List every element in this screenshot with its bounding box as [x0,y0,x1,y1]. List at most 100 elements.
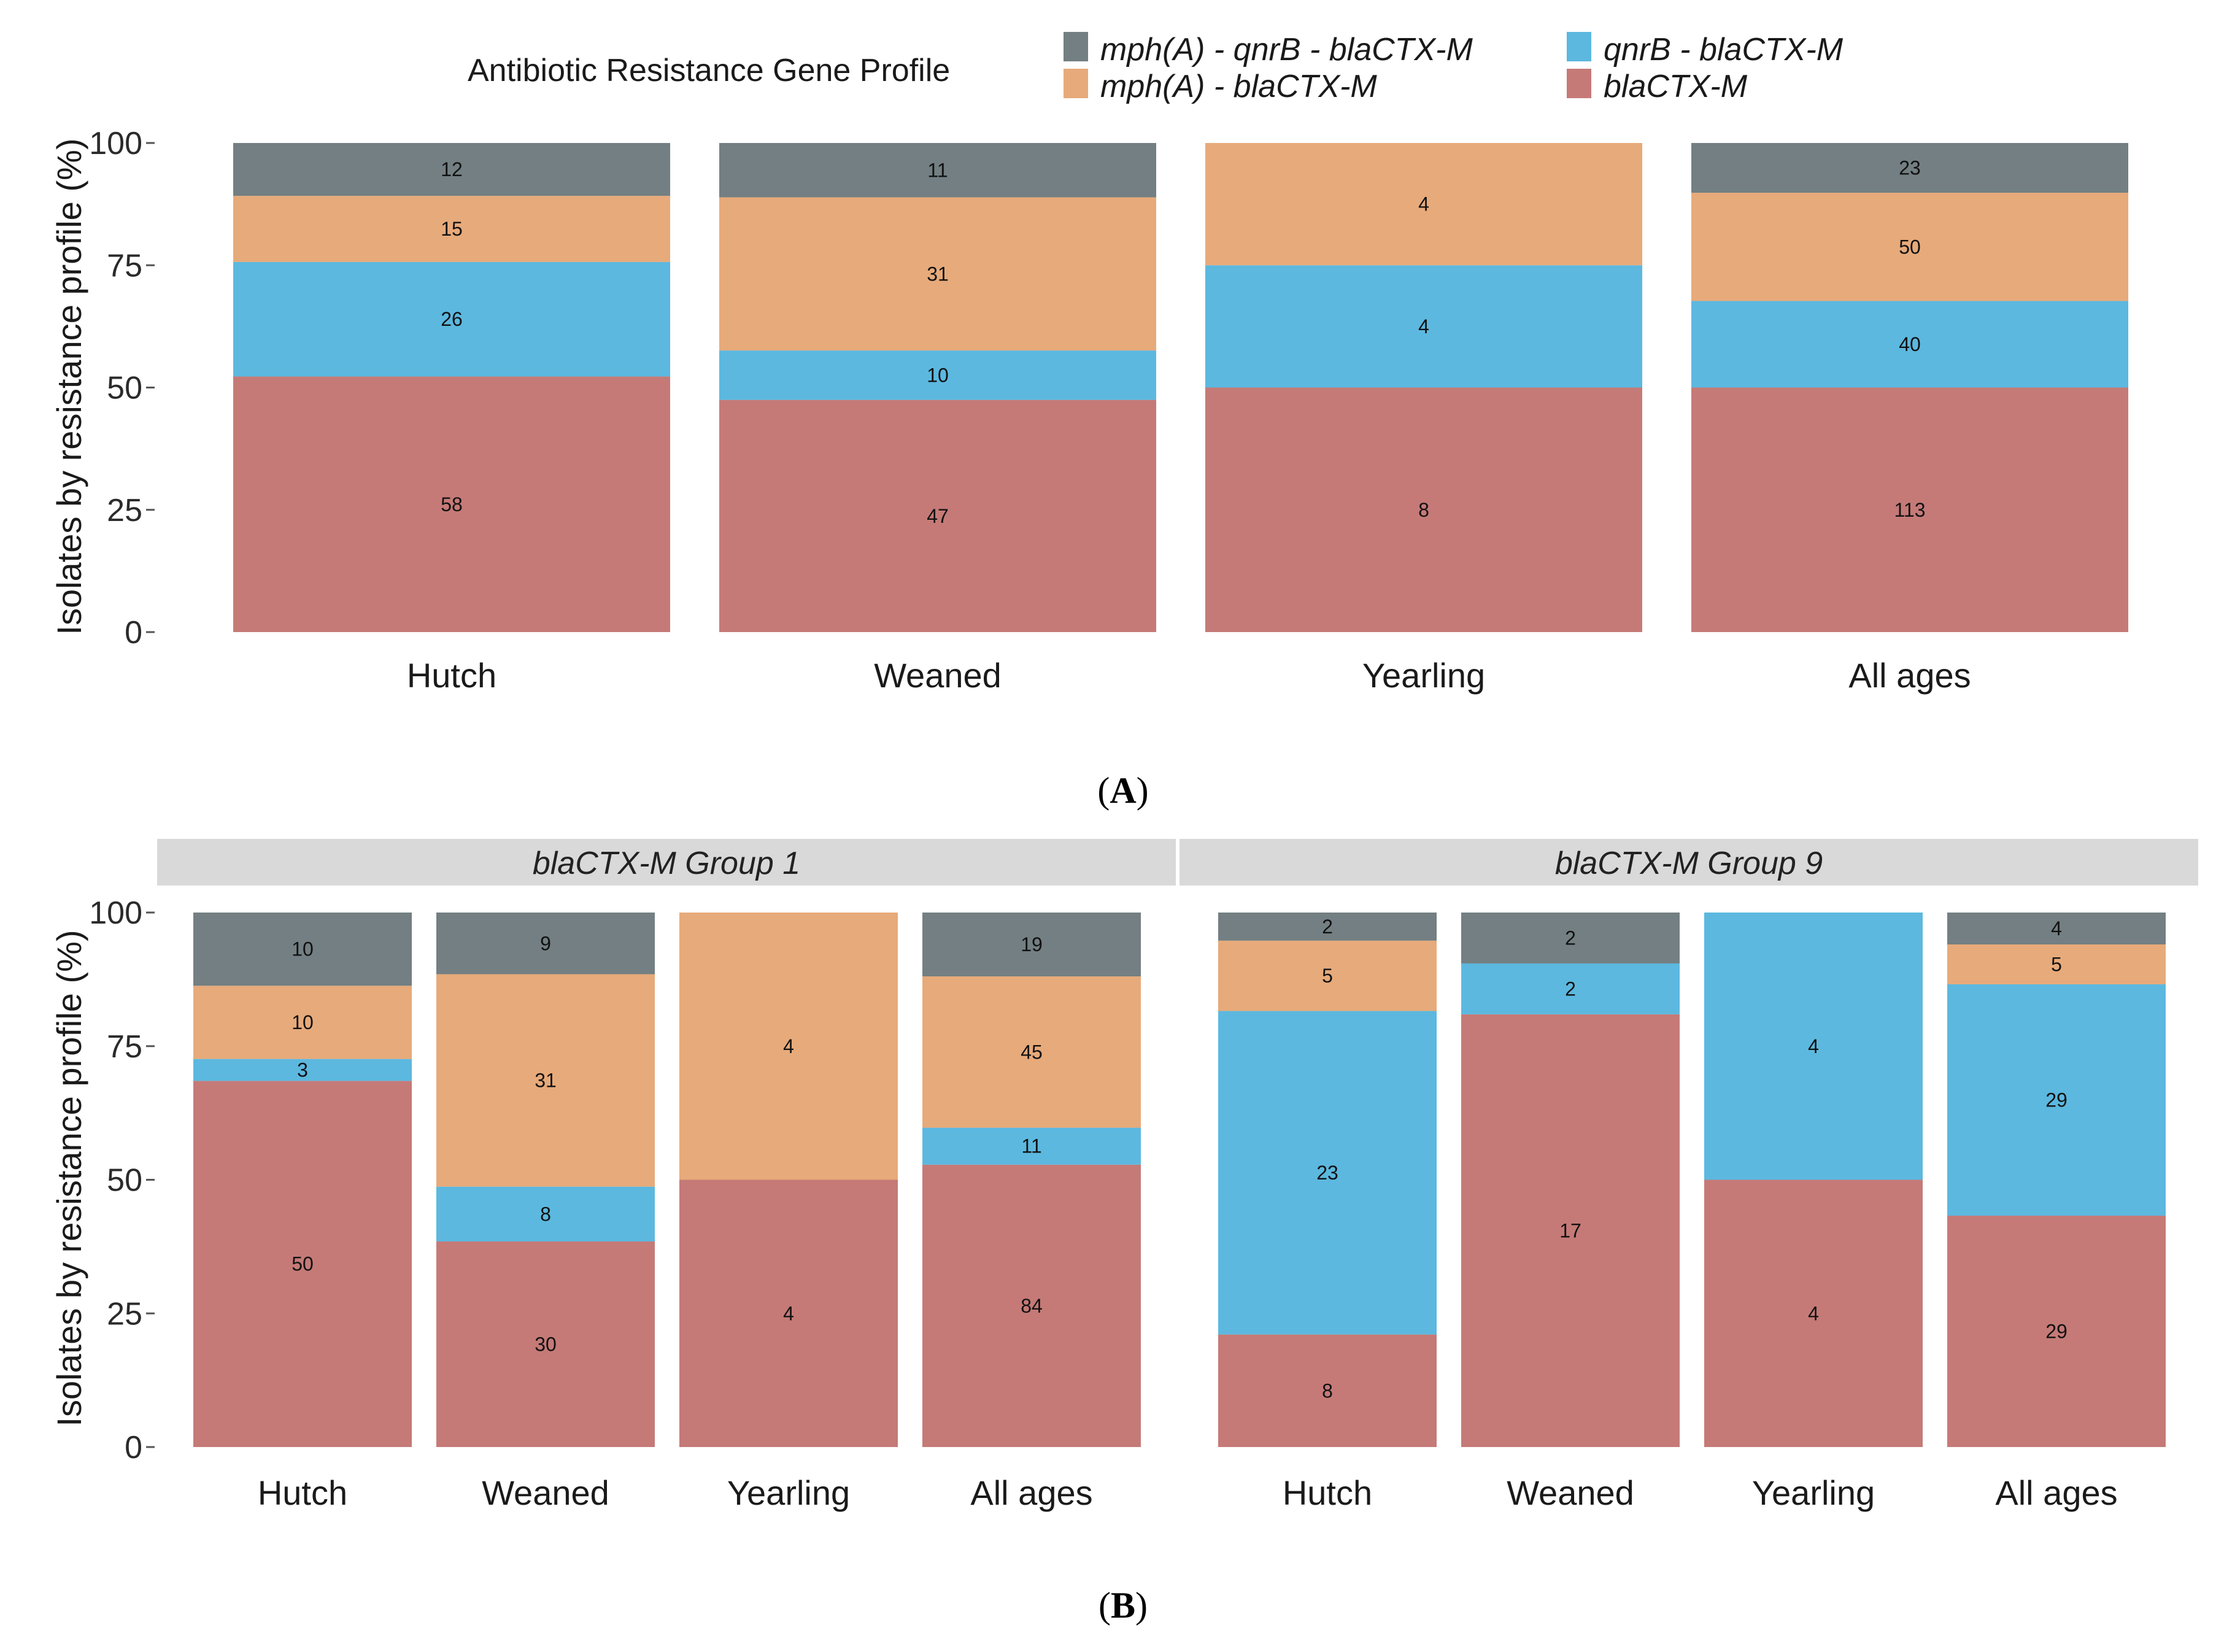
panel-a-bar-hutch-mph-a-blactx-m [233,196,670,262]
panel-a-data-label-weaned-mph-a-qnrb-blactx-m: 11 [927,159,948,181]
panel-b-group-1-bars: 50 3 10 10 Hutch 30 8 31 9 Weaned 4 4 Yearling 84 11 45… [193,913,1141,1512]
legend-swatch-mph-blactxm [1064,69,1088,98]
panel-b-group-1-bar-all-ages-mph-a-qnrb-blactx-m [922,913,1141,977]
legend-label-qnrb-blactxm: qnrB - blaCTX-M [1604,32,1844,68]
panel-b-group-9-category-label-yearling: Yearling [1752,1473,1875,1512]
panel-b-group-1-bar-yearling-blactx-m [679,1179,898,1447]
panel-a-bar-hutch-qnrb-blactx-m [233,261,670,377]
panel-b-y-axis: 0 25 50 75 100 [89,895,155,1465]
panel-b-group-1-data-label-weaned-mph-a-qnrb-blactx-m: 9 [540,932,551,954]
panel-b-y-tick-label-25: 25 [107,1296,142,1332]
panel-b-y-tick-label-75: 75 [107,1029,142,1065]
panel-b-group-1-data-label-all-ages-qnrb-blactx-m: 11 [1021,1135,1041,1157]
panel-b-group-9-bar-hutch-blactx-m [1218,1334,1437,1447]
legend: Antibiotic Resistance Gene Profile mph(A… [468,32,1844,104]
panel-a-y-tick-label-25: 25 [107,493,142,528]
panel-b-group-9-data-label-hutch-blactx-m: 8 [1322,1380,1333,1402]
panel-a-category-label-yearling: Yearling [1362,656,1485,695]
panel-b-group-1-data-label-weaned-qnrb-blactx-m: 8 [540,1203,551,1225]
panel-b-group-9-category-label-hutch: Hutch [1283,1473,1372,1512]
panel-a-bar-all-ages-mph-a-blactx-m [1691,193,2128,301]
panel-b-group-9-data-label-weaned-blactx-m: 17 [1559,1219,1581,1241]
panel-a-data-label-all-ages-mph-a-blactx-m: 50 [1899,236,1921,258]
panel-a-data-label-hutch-qnrb-blactx-m: 26 [441,308,463,330]
panel-b-group-1-bar-hutch-mph-a-qnrb-blactx-m [193,913,412,986]
panel-a-bar-weaned-mph-a-blactx-m [719,197,1156,351]
panel-a-data-label-yearling-qnrb-blactx-m: 4 [1418,315,1429,338]
panel-a-data-label-weaned-mph-a-blactx-m: 31 [927,263,949,285]
panel-b-group-9-bar-hutch-qnrb-blactx-m [1218,1011,1437,1335]
panel-a-data-label-hutch-mph-a-blactx-m: 15 [441,218,463,240]
panel-b-group-9-bar-weaned-mph-a-qnrb-blactx-m [1461,913,1680,963]
panel-a-data-label-all-ages-qnrb-blactx-m: 40 [1899,333,1921,355]
panel-b-group-1-bar-all-ages-mph-a-blactx-m [922,976,1141,1128]
legend-swatch-blactxm [1567,69,1591,98]
panel-b-group-9-bar-weaned-qnrb-blactx-m [1461,963,1680,1014]
panel-a-bar-all-ages-blactx-m [1691,387,2128,632]
panel-a-bar-yearling-qnrb-blactx-m [1205,265,1642,388]
panel-b-group-9-data-label-weaned-mph-a-qnrb-blactx-m: 2 [1565,927,1576,949]
panel-b-group-9-bar-yearling-qnrb-blactx-m [1704,913,1923,1180]
panel-b-group-9-data-label-hutch-qnrb-blactx-m: 23 [1316,1162,1338,1184]
legend-label-mph-blactxm: mph(A) - blaCTX-M [1100,69,1377,104]
panel-a-bar-weaned-qnrb-blactx-m [719,350,1156,400]
panel-a-data-label-hutch-mph-a-qnrb-blactx-m: 12 [441,158,463,180]
panel-a-y-tick-label-100: 100 [89,126,142,161]
panel-a-data-label-all-ages-blactx-m: 113 [1894,499,1925,521]
panel-a-y-tick-label-50: 50 [107,371,142,406]
panel-b-group-1-data-label-hutch-blactx-m: 50 [292,1253,314,1275]
panel-b-group-9-data-label-yearling-qnrb-blactx-m: 4 [1808,1035,1819,1057]
panel-a-bar-yearling-mph-a-blactx-m [1205,143,1642,266]
panel-b-group-9-data-label-all-ages-mph-a-qnrb-blactx-m: 4 [2051,917,2062,940]
panel-b-group-9-bar-all-ages-blactx-m [1947,1216,2166,1447]
panel-label-a: (A) [1097,770,1148,811]
panel-b-group-9-bar-hutch-mph-a-qnrb-blactx-m [1218,913,1437,941]
panel-a-data-label-weaned-qnrb-blactx-m: 10 [927,364,949,386]
panel-b-group-1-category-label-hutch: Hutch [258,1473,347,1512]
panel-b-group-1-bar-weaned-blactx-m [436,1241,655,1447]
panel-b-group-1-data-label-all-ages-blactx-m: 84 [1021,1295,1043,1317]
legend-label-blactxm: blaCTX-M [1604,69,1748,104]
facet-strip-group-9-label: blaCTX-M Group 9 [1555,846,1823,881]
panel-a-bar-weaned-blactx-m [719,399,1156,632]
panel-a-data-label-yearling-mph-a-blactx-m: 4 [1418,193,1429,215]
panel-b-y-tick-label-100: 100 [89,895,142,931]
panel-b-group-1-bar-all-ages-blactx-m [922,1164,1141,1447]
panel-b-group-1-data-label-hutch-qnrb-blactx-m: 3 [297,1059,308,1081]
panel-b-y-tick-label-0: 0 [125,1430,142,1465]
panel-b-group-9-data-label-yearling-blactx-m: 4 [1808,1302,1819,1324]
legend-swatch-qnrb-blactxm [1567,32,1591,61]
legend-swatch-mph-qnrb-blactxm [1064,32,1088,61]
panel-b-group-9-bar-hutch-mph-a-blactx-m [1218,940,1437,1011]
panel-b-group-1-bar-yearling-mph-a-blactx-m [679,913,898,1180]
panel-b-group-1-data-label-weaned-blactx-m: 30 [535,1334,557,1356]
panel-a-category-label-hutch: Hutch [407,656,496,695]
panel-b-group-1-bar-weaned-mph-a-blactx-m [436,974,655,1187]
panel-b-group-1-bar-all-ages-qnrb-blactx-m [922,1127,1141,1165]
panel-b-group-1-bar-weaned-mph-a-qnrb-blactx-m [436,913,655,975]
panel-b-group-9-bar-all-ages-mph-a-blactx-m [1947,944,2166,984]
panel-label-b: (B) [1098,1585,1148,1626]
panel-b-group-1-bar-weaned-qnrb-blactx-m [436,1186,655,1241]
panel-b-group-9-data-label-hutch-mph-a-qnrb-blactx-m: 2 [1322,916,1333,938]
legend-label-mph-qnrb-blactxm: mph(A) - qnrB - blaCTX-M [1100,32,1473,68]
panel-b-group-9-category-label-all-ages: All ages [1995,1473,2117,1512]
panel-b-group-1-bar-hutch-qnrb-blactx-m [193,1059,412,1081]
panel-b-group-1-data-label-all-ages-mph-a-qnrb-blactx-m: 19 [1021,933,1043,955]
panel-b-group-9-bar-all-ages-mph-a-qnrb-blactx-m [1947,913,2166,944]
panel-a-data-label-weaned-blactx-m: 47 [927,505,949,527]
panel-a-bar-all-ages-mph-a-qnrb-blactx-m [1691,143,2128,193]
panel-a-y-axis: 0 25 50 75 100 [89,126,155,650]
panel-b-group-9-data-label-all-ages-qnrb-blactx-m: 29 [2045,1089,2068,1111]
panel-b-group-1-bar-hutch-blactx-m [193,1081,412,1447]
panel-a-bar-hutch-blactx-m [233,376,670,632]
panel-b-group-1-bar-hutch-mph-a-blactx-m [193,986,412,1059]
panel-b-group-9-data-label-all-ages-blactx-m: 29 [2045,1321,2068,1343]
panel-b-group-9-bar-yearling-blactx-m [1704,1179,1923,1447]
panel-b-group-1-data-label-weaned-mph-a-blactx-m: 31 [535,1070,557,1092]
panel-b-group-1-data-label-yearling-mph-a-blactx-m: 4 [783,1035,794,1057]
panel-a-chart: Isolates by resistance profile (%) 0 25 50… [50,126,2128,695]
panel-a-y-tick-label-75: 75 [107,248,142,284]
panel-b-group-9-category-label-weaned: Weaned [1507,1473,1634,1512]
